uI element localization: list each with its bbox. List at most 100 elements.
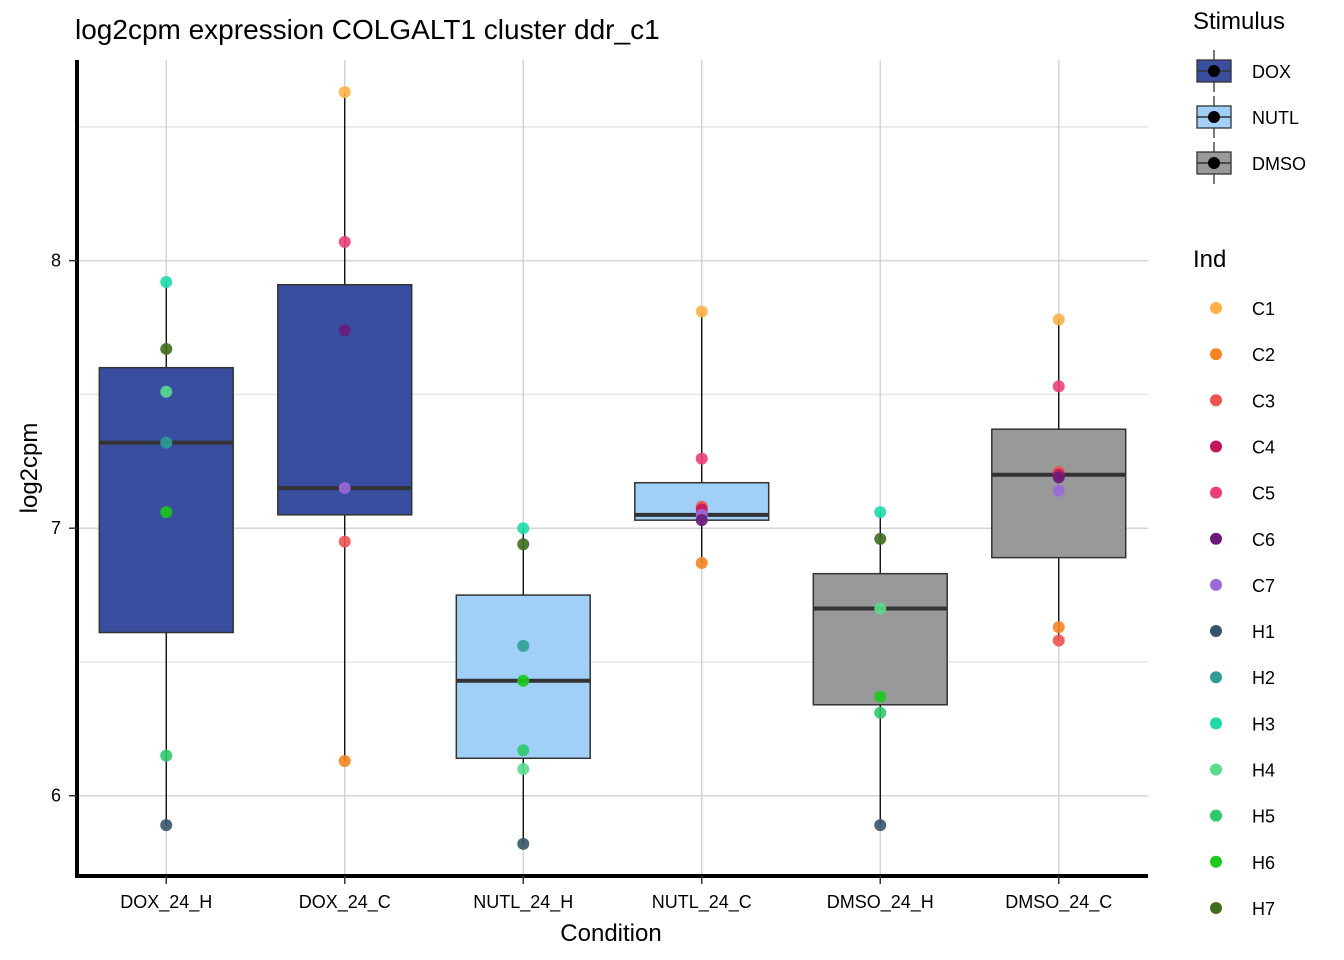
legend-ind-item: C1	[1210, 299, 1275, 319]
data-points	[160, 86, 1065, 850]
data-point	[695, 556, 708, 569]
x-tick-label: NUTL_24_C	[652, 892, 752, 913]
legend-ind-label: H6	[1252, 853, 1275, 873]
legend-stimulus-label: DOX	[1252, 62, 1291, 82]
chart-title: log2cpm expression COLGALT1 cluster ddr_…	[75, 14, 660, 45]
legend-ind-swatch	[1210, 394, 1222, 407]
box-iqr	[98, 366, 234, 634]
legend-ind-swatch	[1210, 532, 1222, 545]
data-point	[1052, 471, 1065, 484]
data-point	[338, 235, 351, 248]
boxes	[98, 92, 1127, 844]
legend-stimulus-title: Stimulus	[1193, 8, 1285, 35]
data-point	[338, 535, 351, 548]
data-point	[160, 436, 173, 449]
x-tick-label: DMSO_24_H	[827, 892, 934, 913]
legend-ind-label: H2	[1252, 668, 1275, 688]
x-axis-title: Condition	[560, 920, 661, 947]
legend-ind-label: C4	[1252, 437, 1275, 457]
x-tick-label: DOX_24_C	[299, 892, 391, 913]
data-point	[338, 754, 351, 767]
legend-ind-item: H7	[1210, 899, 1275, 919]
legend-ind-item: H6	[1210, 853, 1275, 873]
y-tick-label: 7	[51, 518, 61, 538]
legend-key-point	[1208, 65, 1220, 77]
legend-ind-item: C4	[1210, 437, 1275, 457]
data-point	[874, 602, 887, 615]
legend-stimulus-item: DOX	[1196, 50, 1291, 92]
legend-key-point	[1208, 157, 1220, 169]
axes: 6 7 8 DOX_24_H DOX_24_C NUTL_24_H NUTL_24_C DMS…	[51, 60, 1148, 913]
data-point	[160, 819, 173, 832]
legend-ind-label: H4	[1252, 761, 1275, 781]
legend-ind-item: H2	[1210, 668, 1275, 688]
legend-ind-label: H3	[1252, 714, 1275, 734]
legend-ind-swatch	[1210, 855, 1222, 868]
legend-ind-item: C2	[1210, 345, 1275, 365]
y-tick-label: 6	[51, 786, 61, 806]
data-point	[1052, 484, 1065, 497]
grid-lines	[77, 60, 1148, 876]
x-tick-label: NUTL_24_H	[473, 892, 573, 913]
legend-ind-swatch	[1210, 763, 1222, 776]
data-point	[874, 506, 887, 519]
legend-ind-label: H1	[1252, 622, 1275, 642]
data-point	[160, 506, 173, 519]
legend-ind-swatch	[1210, 625, 1222, 638]
legend-ind-swatch	[1210, 578, 1222, 591]
legend-stimulus-label: DMSO	[1252, 154, 1306, 174]
legend-ind-swatch	[1210, 302, 1222, 314]
data-point	[517, 837, 530, 850]
data-point	[1052, 634, 1065, 647]
legend-ind-item: H3	[1210, 714, 1275, 734]
data-point	[1052, 380, 1065, 393]
y-tick-label: 8	[51, 251, 61, 271]
data-point	[517, 674, 530, 687]
legend-ind-item: H5	[1210, 807, 1275, 827]
box-iqr	[812, 572, 948, 706]
data-point	[1052, 621, 1065, 634]
legend-ind-label: C6	[1252, 530, 1275, 550]
data-point	[695, 452, 708, 465]
legend-ind-swatch	[1210, 809, 1222, 822]
box-iqr	[277, 283, 413, 516]
data-point	[160, 749, 173, 762]
legend-stimulus-label: NUTL	[1252, 108, 1299, 128]
legend-ind-swatch	[1210, 440, 1222, 453]
legend-ind-label: H7	[1252, 899, 1275, 919]
legend-stimulus: Stimulus DOX NUTL DMSO	[1193, 8, 1306, 184]
data-point	[1052, 313, 1065, 326]
legend-ind-label: C5	[1252, 484, 1275, 504]
legend-ind-swatch	[1210, 348, 1222, 361]
legend-ind-item: H1	[1210, 622, 1275, 642]
legend-ind-title: Ind	[1193, 246, 1226, 273]
legend-stimulus-item: DMSO	[1196, 142, 1306, 184]
data-point	[160, 342, 173, 355]
data-point	[695, 305, 708, 318]
legend-ind-swatch	[1210, 717, 1222, 730]
data-point	[338, 324, 351, 337]
legend-ind-swatch	[1210, 671, 1222, 684]
data-point	[160, 385, 173, 398]
legend-ind-label: C3	[1252, 391, 1275, 411]
data-point	[874, 706, 887, 719]
data-point	[874, 532, 887, 545]
legend-ind-item: C7	[1210, 576, 1275, 596]
data-point	[338, 86, 351, 99]
legend-ind-label: H5	[1252, 807, 1275, 827]
data-point	[160, 276, 173, 289]
data-point	[517, 762, 530, 775]
legend-ind-swatch	[1210, 901, 1222, 914]
y-axis-title: log2cpm	[16, 423, 43, 514]
legend-ind: Ind C1 C2 C3 C4 C5 C6 C7 H1 H2 H3 H4 H5 H6 H7	[1193, 246, 1275, 919]
legend-ind-item: C6	[1210, 530, 1275, 550]
x-tick-label: DMSO_24_C	[1005, 892, 1112, 913]
data-point	[695, 514, 708, 527]
legend-key-point	[1208, 111, 1220, 123]
legend-ind-swatch	[1210, 486, 1222, 499]
data-point	[874, 819, 887, 832]
data-point	[517, 522, 530, 535]
data-point	[338, 482, 351, 495]
legend-ind-item: C3	[1210, 391, 1275, 411]
